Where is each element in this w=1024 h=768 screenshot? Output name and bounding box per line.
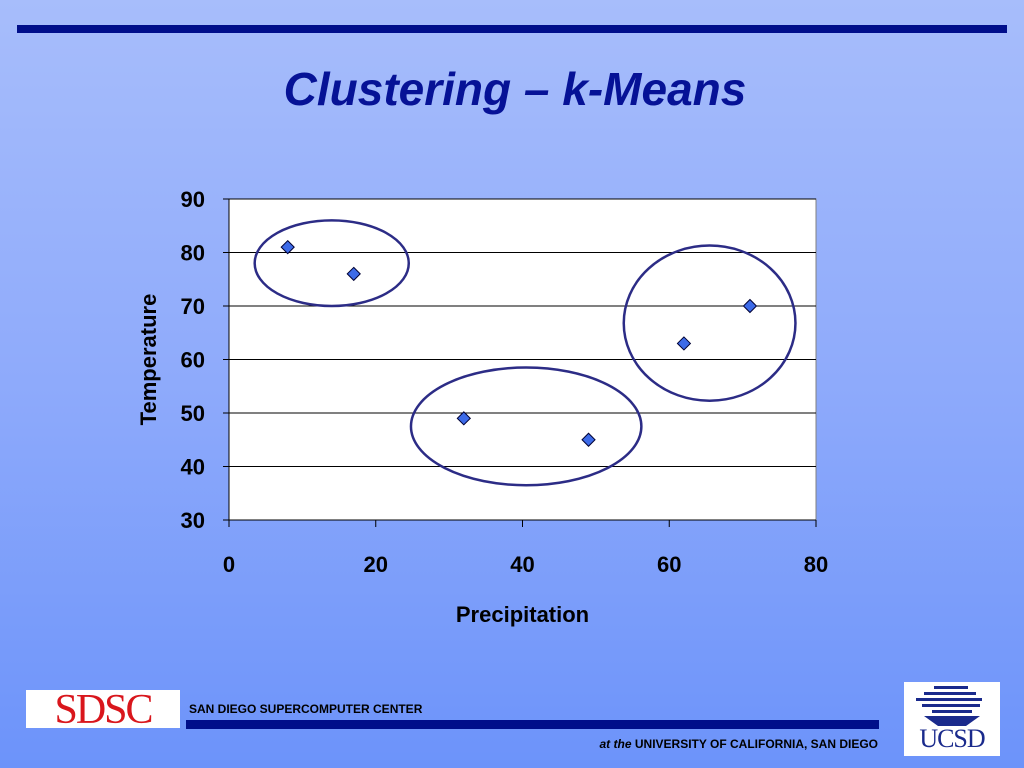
- x-tick-label: 60: [657, 552, 681, 577]
- y-tick-label: 30: [181, 508, 205, 533]
- footer-rule: [186, 720, 879, 729]
- y-axis-label: Temperature: [136, 294, 161, 426]
- x-tick-label: 40: [510, 552, 534, 577]
- sdsc-logo: SDSC: [26, 689, 180, 731]
- data-point: [346, 266, 361, 282]
- x-tick-label: 0: [223, 552, 235, 577]
- data-point: [742, 298, 758, 314]
- data-point: [280, 239, 295, 255]
- ucsd-logo: UCSD: [904, 682, 1000, 756]
- y-tick-label: 50: [181, 401, 205, 426]
- x-tick-label: 80: [804, 552, 828, 577]
- sdsc-center-name: SAN DIEGO SUPERCOMPUTER CENTER: [189, 702, 423, 716]
- cluster-ellipse: [253, 219, 411, 308]
- at-the-text: at the: [599, 737, 632, 751]
- y-tick-label: 60: [181, 348, 205, 373]
- x-tick-label: 20: [364, 552, 388, 577]
- slide-title: Clustering – k-Means: [283, 63, 747, 115]
- university-line: at the UNIVERSITY OF CALIFORNIA, SAN DIE…: [600, 737, 879, 751]
- university-name: UNIVERSITY OF CALIFORNIA, SAN DIEGO: [634, 737, 878, 751]
- cluster-ellipse: [409, 366, 643, 487]
- y-tick-label: 70: [181, 294, 205, 319]
- data-point: [581, 432, 596, 447]
- y-tick-label: 90: [181, 187, 205, 212]
- data-point: [676, 336, 692, 351]
- ucsd-logo-text: UCSD: [919, 724, 985, 753]
- top-rule: [17, 25, 1007, 33]
- y-tick-label: 80: [181, 241, 205, 266]
- data-point: [456, 411, 472, 426]
- cluster-ellipse: [622, 244, 797, 402]
- x-axis-label: Precipitation: [456, 602, 589, 627]
- y-tick-label: 40: [181, 455, 205, 480]
- ucsd-trident-icon: [916, 686, 982, 726]
- sdsc-logo-text: SDSC: [54, 687, 153, 733]
